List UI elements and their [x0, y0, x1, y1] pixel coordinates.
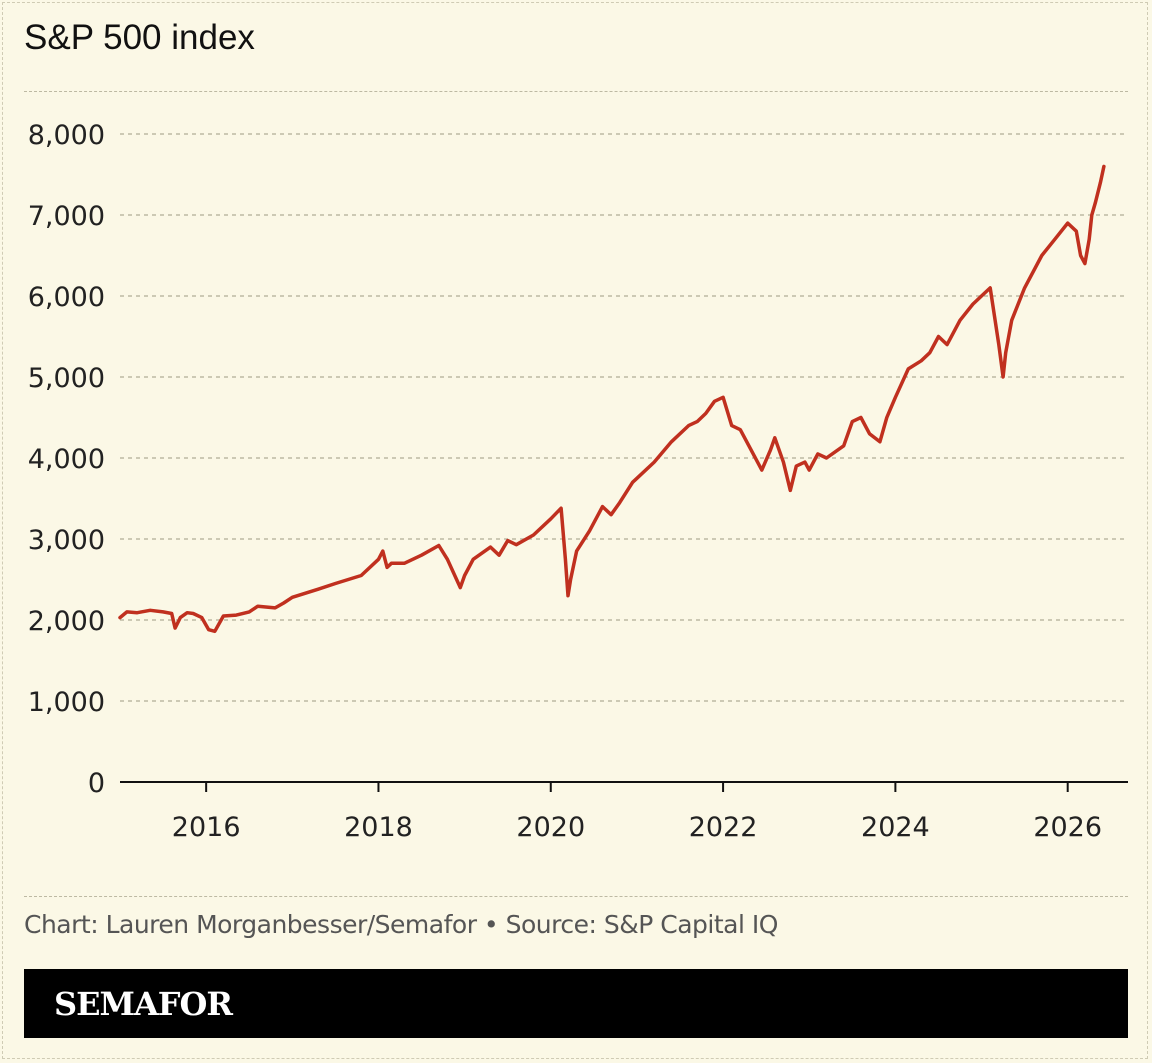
- y-tick-label: 6,000: [28, 282, 105, 313]
- y-tick-label: 2,000: [28, 606, 105, 637]
- x-tick-label: 2024: [861, 812, 930, 843]
- x-tick-label: 2022: [689, 812, 758, 843]
- bottom-divider: [24, 896, 1128, 897]
- x-tick-label: 2026: [1033, 812, 1102, 843]
- top-divider: [24, 91, 1128, 92]
- y-tick-label: 5,000: [28, 363, 105, 394]
- x-tick-label: 2020: [516, 812, 585, 843]
- y-tick-label: 4,000: [28, 444, 105, 475]
- brand-bar: SEMAFOR: [24, 969, 1128, 1038]
- chart-credit: Chart: Lauren Morganbesser/Semafor • Sou…: [24, 910, 778, 939]
- y-tick-label: 1,000: [28, 687, 105, 718]
- line-chart: 0 1,000 2,000 3,000 4,000 5,000 6,000 7,000 8,00…: [28, 120, 1128, 843]
- x-tick-label: 2016: [172, 812, 241, 843]
- y-tick-label: 3,000: [28, 525, 105, 556]
- x-tick-label: 2018: [344, 812, 413, 843]
- y-tick-label: 0: [88, 768, 105, 799]
- y-tick-label: 8,000: [28, 120, 105, 151]
- sp500-line: [118, 164, 1106, 634]
- y-tick-label: 7,000: [28, 201, 105, 232]
- chart-title: S&P 500 index: [24, 18, 255, 57]
- brand-logo: SEMAFOR: [54, 985, 233, 1023]
